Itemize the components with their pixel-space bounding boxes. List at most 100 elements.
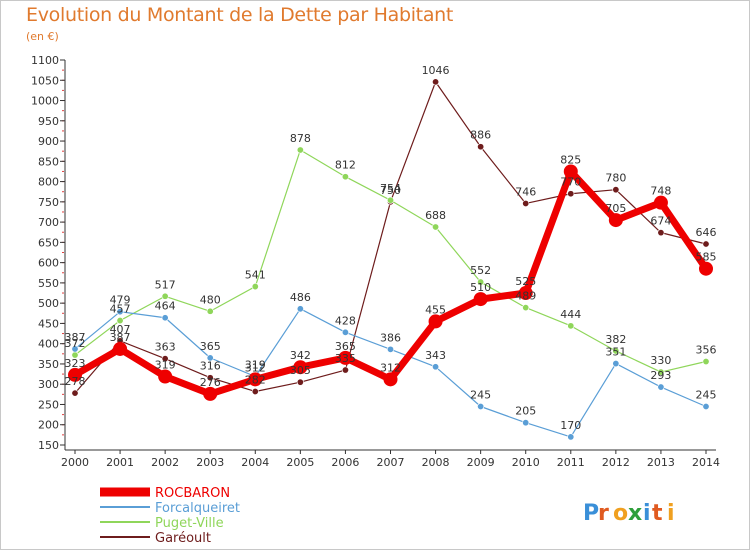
data-point	[657, 229, 665, 237]
data-label: 486	[290, 291, 311, 304]
data-label: 674	[650, 215, 671, 228]
data-label: 525	[515, 275, 536, 288]
data-point	[248, 372, 263, 387]
x-tick-label: 2009	[467, 456, 495, 469]
y-tick-label: 450	[38, 317, 59, 330]
data-label: 278	[65, 375, 86, 388]
y-tick-label: 850	[38, 155, 59, 168]
x-tick-label: 2014	[692, 456, 720, 469]
data-label: 688	[425, 209, 446, 222]
series-forcalqueiret	[71, 305, 710, 441]
axes: 150 200 250 300 350 400 450 500 550 600 650 700 750 8…	[31, 54, 720, 469]
logo-letter: x	[628, 501, 642, 526]
chart-unit: (en €)	[26, 30, 59, 43]
x-tick-label: 2011	[557, 456, 585, 469]
data-point	[522, 304, 530, 312]
data-point	[702, 402, 710, 410]
data-label: 312	[380, 361, 401, 374]
data-label: 552	[470, 264, 491, 277]
data-label: 886	[470, 129, 491, 142]
logo-letter: t	[652, 501, 663, 526]
data-label: 319	[155, 359, 176, 372]
chart-title: Evolution du Montant de la Dette par Hab…	[26, 4, 454, 26]
data-point	[567, 322, 575, 330]
data-label: 825	[560, 153, 581, 166]
data-point	[206, 374, 214, 382]
x-tick-label: 2007	[377, 456, 405, 469]
data-point	[428, 314, 443, 329]
data-point	[518, 286, 533, 301]
logo-letter: i	[643, 501, 651, 526]
data-point	[608, 213, 623, 228]
data-label: 455	[425, 303, 446, 316]
data-label: 878	[290, 132, 311, 145]
data-label: 382	[605, 333, 626, 346]
x-tick-label: 2002	[151, 456, 179, 469]
data-point	[71, 389, 79, 397]
data-label: 386	[380, 331, 401, 344]
data-label: 312	[245, 361, 266, 374]
data-point	[341, 328, 349, 336]
y-tick-label: 750	[38, 196, 59, 209]
data-label: 489	[515, 290, 536, 303]
data-label: 754	[380, 182, 401, 195]
data-point	[293, 360, 308, 375]
y-tick-label: 250	[38, 398, 59, 411]
y-tick-label: 950	[38, 115, 59, 128]
proxiti-logo: Pr o x i t i	[583, 501, 675, 526]
data-point	[113, 341, 128, 356]
data-point	[567, 190, 575, 198]
x-tick-label: 2005	[286, 456, 314, 469]
y-tick-label: 800	[38, 176, 59, 189]
logo-letter: P	[583, 501, 599, 526]
data-label: 365	[200, 340, 221, 353]
y-tick-label: 550	[38, 277, 59, 290]
data-label: 812	[335, 159, 356, 172]
data-label: 585	[696, 251, 717, 264]
data-label: 541	[245, 269, 266, 282]
data-point	[477, 278, 485, 286]
data-point	[296, 305, 304, 313]
data-label: 245	[696, 389, 717, 402]
data-point	[206, 307, 214, 315]
data-label: 276	[200, 376, 221, 389]
logo-letter: r	[598, 501, 609, 526]
data-point	[116, 317, 124, 325]
data-point	[563, 164, 578, 179]
data-label: 480	[200, 293, 221, 306]
data-point	[612, 360, 620, 368]
data-label: 479	[110, 294, 131, 307]
data-point	[341, 366, 349, 374]
x-tick-label: 2001	[106, 456, 134, 469]
data-label: 293	[650, 369, 671, 382]
data-label: 365	[335, 340, 356, 353]
logo-letter: o	[613, 501, 628, 526]
data-label: 510	[470, 281, 491, 294]
data-label: 746	[515, 185, 536, 198]
data-point	[158, 369, 173, 384]
x-tick-label: 2013	[647, 456, 675, 469]
logo-letter: i	[667, 501, 675, 526]
data-point	[567, 433, 575, 441]
data-label: 770	[560, 176, 581, 189]
data-point	[296, 378, 304, 386]
data-label: 750	[380, 184, 401, 197]
data-point	[383, 372, 398, 387]
data-point	[612, 347, 620, 355]
y-tick-label: 150	[38, 439, 59, 452]
data-point	[251, 388, 259, 396]
data-point	[161, 355, 169, 363]
data-point	[522, 199, 530, 207]
data-label: 363	[155, 341, 176, 354]
data-label: 282	[245, 374, 266, 387]
data-point	[653, 195, 668, 210]
data-point	[522, 419, 530, 427]
data-label: 342	[290, 349, 311, 362]
data-point	[116, 308, 124, 316]
data-label: 428	[335, 314, 356, 327]
y-tick-label: 700	[38, 216, 59, 229]
x-tick-label: 2012	[602, 456, 630, 469]
data-point	[206, 354, 214, 362]
y-tick-label: 300	[38, 378, 59, 391]
data-label: 646	[696, 226, 717, 239]
